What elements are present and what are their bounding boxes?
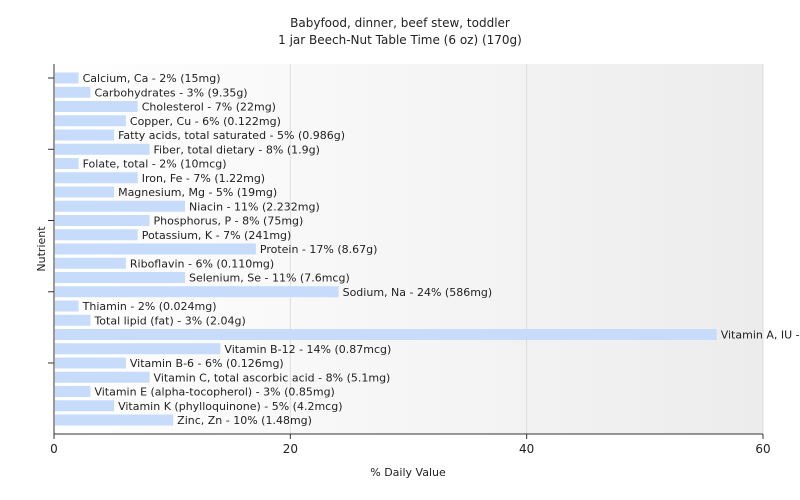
bar-label: Thiamin - 2% (0.024mg) xyxy=(82,300,217,313)
bar-label: Vitamin E (alpha-tocopherol) - 3% (0.85m… xyxy=(94,386,334,399)
bar xyxy=(55,371,150,383)
bar xyxy=(55,229,138,241)
bar-label: Niacin - 11% (2.232mg) xyxy=(189,200,320,213)
bar xyxy=(55,414,174,426)
bar xyxy=(55,200,185,212)
bar-label: Iron, Fe - 7% (1.22mg) xyxy=(142,172,265,185)
y-axis-label: Nutrient xyxy=(35,226,48,272)
bar xyxy=(55,215,150,226)
bar xyxy=(55,357,126,369)
bar-label: Total lipid (fat) - 3% (2.04g) xyxy=(93,314,245,327)
bar xyxy=(55,272,185,283)
bar-label: Sodium, Na - 24% (586mg) xyxy=(343,286,493,299)
bar xyxy=(55,386,91,397)
bar-label: Copper, Cu - 6% (0.122mg) xyxy=(130,115,281,128)
bar xyxy=(55,400,115,412)
bar xyxy=(55,86,91,98)
bar xyxy=(55,143,150,155)
bar xyxy=(55,314,91,326)
bar-label: Riboflavin - 6% (0.110mg) xyxy=(130,257,274,270)
x-tick-label: 60 xyxy=(755,442,770,456)
bar-label: Vitamin B-6 - 6% (0.126mg) xyxy=(130,357,284,370)
bar xyxy=(55,343,221,355)
bar xyxy=(55,115,126,127)
bar xyxy=(55,286,339,298)
chart-subtitle: 1 jar Beech-Nut Table Time (6 oz) (170g) xyxy=(278,33,522,47)
bar xyxy=(55,243,256,255)
bar-label: Potassium, K - 7% (241mg) xyxy=(142,229,292,242)
bar-label: Calcium, Ca - 2% (15mg) xyxy=(83,72,221,85)
bar xyxy=(55,172,138,184)
bar-label: Folate, total - 2% (10mcg) xyxy=(83,158,227,171)
bar-label: Vitamin A, IU - 56% (2803IU) xyxy=(721,329,800,342)
bar-label: Fiber, total dietary - 8% (1.9g) xyxy=(154,143,320,156)
bar-label: Magnesium, Mg - 5% (19mg) xyxy=(118,186,277,199)
bar xyxy=(55,129,115,141)
x-tick-label: 20 xyxy=(283,442,298,456)
bar-label: Vitamin C, total ascorbic acid - 8% (5.1… xyxy=(154,371,391,384)
bar-label: Selenium, Se - 11% (7.6mcg) xyxy=(189,272,350,285)
x-tick-label: 40 xyxy=(519,442,534,456)
x-axis-label: % Daily Value xyxy=(370,466,446,479)
bar-label: Zinc, Zn - 10% (1.48mg) xyxy=(177,414,312,427)
bar-label: Phosphorus, P - 8% (75mg) xyxy=(154,215,304,228)
bar xyxy=(55,72,79,84)
bar-label: Vitamin K (phylloquinone) - 5% (4.2mcg) xyxy=(118,400,342,413)
bar xyxy=(55,101,138,112)
grid-lines xyxy=(289,64,764,434)
bar xyxy=(55,186,115,198)
bar xyxy=(55,329,717,340)
chart-title: Babyfood, dinner, beef stew, toddler xyxy=(290,16,510,30)
bar xyxy=(55,158,79,169)
axes xyxy=(48,64,763,435)
bar-label: Fatty acids, total saturated - 5% (0.986… xyxy=(118,129,345,142)
x-ticks: 0 20 40 60 xyxy=(50,434,771,456)
x-tick-label: 0 xyxy=(50,442,58,456)
bar-label: Cholesterol - 7% (22mg) xyxy=(142,101,276,114)
bar xyxy=(55,257,126,269)
bar-label: Protein - 17% (8.67g) xyxy=(260,243,378,256)
bar xyxy=(55,300,79,312)
bar-label: Vitamin B-12 - 14% (0.87mcg) xyxy=(224,343,391,356)
bars: Calcium, Ca - 2% (15mg)Carbohydrates - 3… xyxy=(55,72,800,427)
bar-label: Carbohydrates - 3% (9.35g) xyxy=(94,86,247,99)
